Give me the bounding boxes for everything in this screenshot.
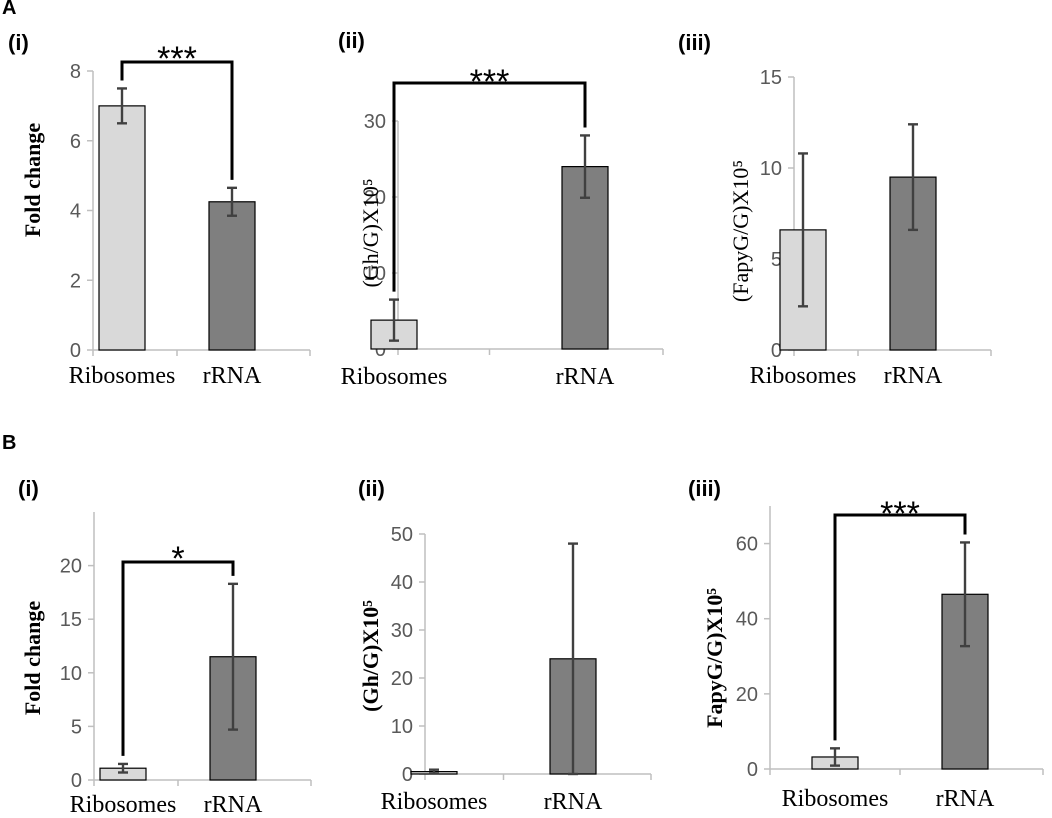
- bar-rrna: [208, 201, 256, 351]
- y-tick-label: 4: [70, 201, 81, 223]
- y-tick-label: 8: [70, 61, 81, 83]
- y-tick-label: 0: [402, 764, 413, 786]
- y-tick-label: 10: [391, 716, 413, 738]
- y-axis-label: (Gh/G)X10⁵: [358, 600, 383, 712]
- panel-label: (iii): [688, 476, 721, 501]
- y-tick-label: 2: [70, 270, 81, 292]
- chart-b-i: (i) 0 5 10 15 20 Ribosomes rRNA * Fold change: [18, 476, 312, 818]
- significance-bracket: [392, 81, 587, 292]
- y-tick-label: 30: [364, 111, 386, 133]
- panel-label: (i): [8, 30, 29, 55]
- panel-label: (ii): [338, 28, 365, 53]
- category-label: Ribosomes: [782, 786, 889, 812]
- y-axis-label: (FapyG/G)X10⁵: [728, 160, 753, 302]
- y-tick-label: 6: [70, 131, 81, 153]
- significance-bracket: [121, 560, 235, 756]
- category-label: Ribosomes: [750, 363, 857, 389]
- y-tick-label: 5: [71, 716, 82, 738]
- y-tick-label: 15: [60, 609, 82, 631]
- category-label: Ribosomes: [381, 789, 488, 815]
- y-tick-label: 20: [391, 668, 413, 690]
- significance-marker: *: [171, 540, 184, 578]
- bar-ribosomes: [98, 105, 146, 351]
- chart-a-ii: (ii) 0 10 20 30 Ribosomes rRNA *** (Gh/G)X10⁵: [338, 28, 664, 390]
- y-tick-label: 40: [391, 572, 413, 594]
- category-label: rRNA: [203, 363, 262, 389]
- category-label: Ribosomes: [69, 363, 176, 389]
- category-label: rRNA: [556, 364, 615, 390]
- y-tick-label: 0: [771, 340, 782, 362]
- y-tick-label: 0: [70, 340, 81, 362]
- y-axis-label: FapyG/G)X10⁵: [702, 588, 727, 728]
- chart-b-ii: (ii) 0 10 20 30 40 50 Ribosomes rRNA (Gh/G)X10⁵: [358, 476, 652, 815]
- chart-a-i: (i) 0 2 4 6 8 Ribosomes rRNA *** Fold change: [8, 30, 311, 389]
- panel-label: (ii): [358, 476, 385, 501]
- y-axis-label: Fold change: [20, 601, 45, 716]
- y-tick-label: 40: [736, 609, 758, 631]
- chart-a-iii: (iii) 0 5 10 15 Ribosomes rRNA (FapyG/G)X10⁵: [678, 30, 992, 389]
- significance-marker: ***: [880, 495, 920, 533]
- y-tick-label: 0: [375, 339, 386, 361]
- panel-label: (i): [18, 476, 39, 501]
- y-tick-label: 10: [364, 263, 386, 285]
- y-tick-label: 30: [391, 620, 413, 642]
- y-tick-label: 0: [747, 759, 758, 781]
- category-label: Ribosomes: [70, 792, 177, 818]
- chart-b-iii: (iii) 0 20 40 60 Ribosomes rRNA *** FapyG/G)X10⁵: [688, 476, 1044, 812]
- panel-label: (iii): [678, 30, 711, 55]
- y-tick-label: 10: [760, 158, 782, 180]
- category-label: rRNA: [544, 789, 603, 815]
- section-label-b: B: [2, 432, 17, 454]
- significance-marker: ***: [157, 40, 197, 78]
- section-label-a: A: [2, 0, 17, 19]
- category-label: rRNA: [936, 786, 995, 812]
- y-tick-label: 50: [391, 524, 413, 546]
- category-label: Ribosomes: [341, 364, 448, 390]
- significance-bracket: [833, 513, 967, 741]
- y-tick-label: 5: [771, 249, 782, 271]
- category-label: rRNA: [884, 363, 943, 389]
- y-tick-label: 10: [60, 663, 82, 685]
- y-tick-label: 20: [736, 684, 758, 706]
- y-axis-label: Fold change: [20, 123, 45, 238]
- y-tick-label: 15: [760, 67, 782, 89]
- y-tick-label: 0: [71, 770, 82, 792]
- significance-marker: ***: [470, 63, 510, 101]
- category-label: rRNA: [204, 792, 263, 818]
- significance-bracket: [120, 60, 234, 180]
- y-tick-label: 60: [736, 534, 758, 556]
- y-tick-label: 20: [60, 556, 82, 578]
- y-tick-label: 20: [364, 187, 386, 209]
- y-axis-label: (Gh/G)X10⁵: [358, 178, 383, 287]
